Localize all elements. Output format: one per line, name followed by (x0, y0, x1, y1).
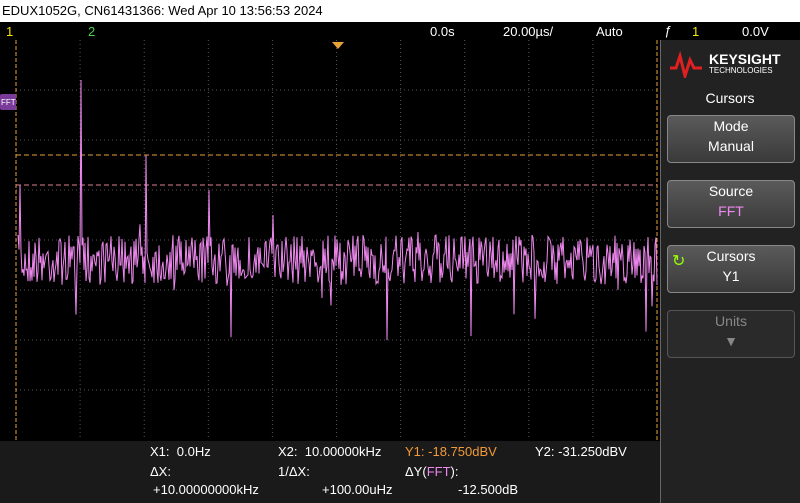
x2: X2: 10.00000kHz (278, 444, 381, 459)
btn-value: FFT (718, 203, 744, 219)
label: X1: (150, 444, 170, 459)
time-offset: 0.0s (430, 24, 455, 39)
logo (670, 50, 702, 78)
dy-label: ΔY(FFT): (405, 464, 458, 479)
title-bar (0, 0, 800, 22)
ch1: 1 (6, 24, 14, 39)
value: -31.250dBV (558, 444, 627, 459)
label: Y1: (405, 444, 425, 459)
cursors-button[interactable]: Cursors Y1 (667, 245, 795, 293)
knob-icon: ↻ (672, 253, 686, 270)
x1: X1: 0.0Hz (150, 444, 211, 459)
label: ): (450, 464, 459, 479)
btn-label: Cursors (706, 248, 756, 264)
dx-label: ΔX: (150, 464, 171, 479)
fft-marker (0, 94, 16, 110)
trigger-mode: Auto (596, 24, 623, 39)
fft-trace (17, 79, 658, 341)
label: X2: (278, 444, 298, 459)
label: ΔY( (405, 464, 427, 479)
trigger-icon: ƒ (664, 23, 672, 38)
measure-bar (0, 441, 660, 503)
dy-value: -12.500dB (458, 482, 518, 497)
btn-value: Y1 (722, 268, 740, 284)
value: -18.750dBV (428, 444, 497, 459)
brand-name: KEYSIGHT (709, 51, 781, 67)
fft-label: FFT (1, 98, 16, 107)
label-source: FFT (426, 464, 451, 479)
value: 0.0Hz (176, 444, 211, 459)
btn-value: Manual (708, 138, 754, 154)
trigger-marker (332, 42, 344, 49)
timebase: 20.00µs/ (503, 24, 554, 39)
ch2: 2 (88, 24, 96, 39)
y2: Y2: -31.250dBV (535, 444, 627, 459)
source-button[interactable]: Source FFT (667, 180, 795, 228)
dx-value: +10.00000000kHz (153, 482, 259, 497)
brand-sub: TECHNOLOGIES (709, 66, 773, 75)
inv-dx-label: 1/ΔX: (278, 464, 310, 479)
inv-dx-value: +100.00uHz (322, 482, 393, 497)
btn-label: Units (715, 313, 747, 329)
btn-label: Mode (713, 118, 749, 134)
arrow: ▼ (724, 333, 738, 349)
graticule: FFT (0, 40, 658, 440)
y1: Y1: -18.750dBV (405, 444, 497, 459)
units-button[interactable]: Units ▼ (667, 310, 795, 358)
title: EDUX1052G, CN61431366: Wed Apr 10 13:56:… (2, 3, 323, 18)
mode-button[interactable]: Mode Manual (667, 115, 795, 163)
trigger-level: 0.0V (742, 24, 769, 39)
value: 10.00000kHz (304, 444, 382, 459)
trigger-channel: 1 (692, 24, 700, 39)
menu-title: Cursors (705, 90, 755, 106)
btn-label: Source (708, 183, 754, 199)
label: Y2: (535, 444, 555, 459)
